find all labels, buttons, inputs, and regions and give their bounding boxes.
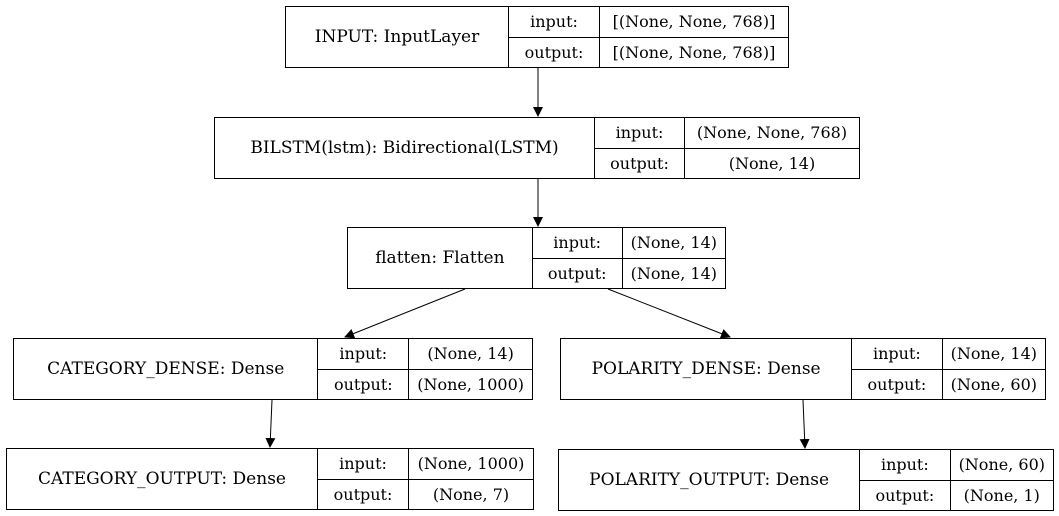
node-input-output-label: output: — [509, 36, 599, 68]
node-flatten-shapes: (None, 14) (None, 14) — [622, 228, 725, 289]
node-polarity-output-name: POLARITY_OUTPUT: Dense — [559, 450, 861, 510]
node-input-name: INPUT: InputLayer — [286, 7, 509, 67]
node-category-output-output-label: output: — [318, 478, 408, 510]
node-bilstm: BILSTM(lstm): Bidirectional(LSTM) input:… — [214, 117, 860, 179]
node-input-input-shape: [(None, None, 768)] — [612, 12, 776, 32]
node-polarity-output-output-label: output: — [860, 479, 950, 511]
node-category-output-output-shape: (None, 7) — [409, 478, 533, 510]
node-category-output-shapes: (None, 1000) (None, 7) — [409, 449, 533, 509]
node-category-output-ports: input: output: — [318, 449, 409, 509]
node-flatten-output-shape: (None, 14) — [622, 257, 725, 289]
edge-polarity-dense-to-output — [799, 399, 810, 449]
edge-flatten-to-category-dense — [344, 288, 466, 339]
node-polarity-dense-input-label: input: — [872, 344, 921, 364]
node-flatten-ports: input: output: — [532, 228, 623, 289]
node-flatten: flatten: Flatten input: output: (None, 1… — [347, 227, 726, 289]
node-bilstm-ports: input: output: — [595, 118, 685, 178]
node-flatten-name: flatten: Flatten — [348, 228, 533, 288]
node-polarity-output: POLARITY_OUTPUT: Dense input: output: (N… — [558, 449, 1054, 511]
node-category-output-name: CATEGORY_OUTPUT: Dense — [7, 449, 318, 509]
node-flatten-input-shape: (None, 14) — [630, 233, 717, 253]
node-category-dense-output-shape: (None, 1000) — [409, 368, 532, 400]
edge-flatten-to-polarity-dense — [607, 288, 731, 339]
node-polarity-output-input-shape: (None, 60) — [958, 455, 1045, 475]
node-category-dense-name: CATEGORY_DENSE: Dense — [14, 339, 319, 399]
node-input-input-label: input: — [530, 12, 578, 32]
node-input-ports: input: output: — [509, 7, 600, 67]
node-bilstm-shapes: (None, None, 768) (None, 14) — [685, 118, 859, 178]
node-category-dense-shapes: (None, 14) (None, 1000) — [409, 339, 532, 399]
node-polarity-dense-name: POLARITY_DENSE: Dense — [561, 339, 853, 399]
node-bilstm-output-label: output: — [595, 147, 684, 179]
node-polarity-dense-input-shape: (None, 14) — [950, 344, 1037, 364]
node-category-dense-input-shape: (None, 14) — [427, 344, 514, 364]
node-polarity-output-output-shape: (None, 1) — [950, 479, 1053, 511]
node-polarity-dense-shapes: (None, 14) (None, 60) — [942, 339, 1045, 400]
node-bilstm-name: BILSTM(lstm): Bidirectional(LSTM) — [215, 118, 595, 178]
node-category-output-input-label: input: — [339, 454, 387, 474]
node-flatten-input-label: input: — [553, 233, 602, 253]
node-polarity-dense-output-shape: (None, 60) — [942, 368, 1045, 400]
node-input-output-shape: [(None, None, 768)] — [600, 36, 788, 68]
node-polarity-output-shapes: (None, 60) (None, 1) — [950, 450, 1053, 511]
node-category-output: CATEGORY_OUTPUT: Dense input: output: (N… — [6, 448, 534, 510]
node-flatten-output-label: output: — [532, 257, 622, 289]
node-input: INPUT: InputLayer input: output: [(None,… — [285, 6, 789, 68]
node-bilstm-input-shape: (None, None, 768) — [696, 123, 848, 143]
node-polarity-dense-output-label: output: — [852, 368, 942, 400]
node-polarity-output-input-label: input: — [880, 455, 929, 475]
node-bilstm-output-shape: (None, 14) — [685, 147, 859, 179]
node-input-shapes: [(None, None, 768)] [(None, None, 768)] — [600, 7, 788, 67]
node-polarity-dense: POLARITY_DENSE: Dense input: output: (No… — [560, 338, 1046, 400]
node-bilstm-input-label: input: — [615, 123, 664, 143]
edge-category-dense-to-output — [265, 399, 276, 448]
node-polarity-output-ports: input: output: — [860, 450, 951, 511]
node-polarity-dense-ports: input: output: — [852, 339, 943, 400]
node-category-dense: CATEGORY_DENSE: Dense input: output: (No… — [13, 338, 533, 400]
node-category-dense-input-label: input: — [339, 344, 388, 364]
node-category-output-input-shape: (None, 1000) — [417, 454, 525, 474]
node-category-dense-output-label: output: — [318, 368, 409, 400]
node-category-dense-ports: input: output: — [318, 339, 410, 400]
